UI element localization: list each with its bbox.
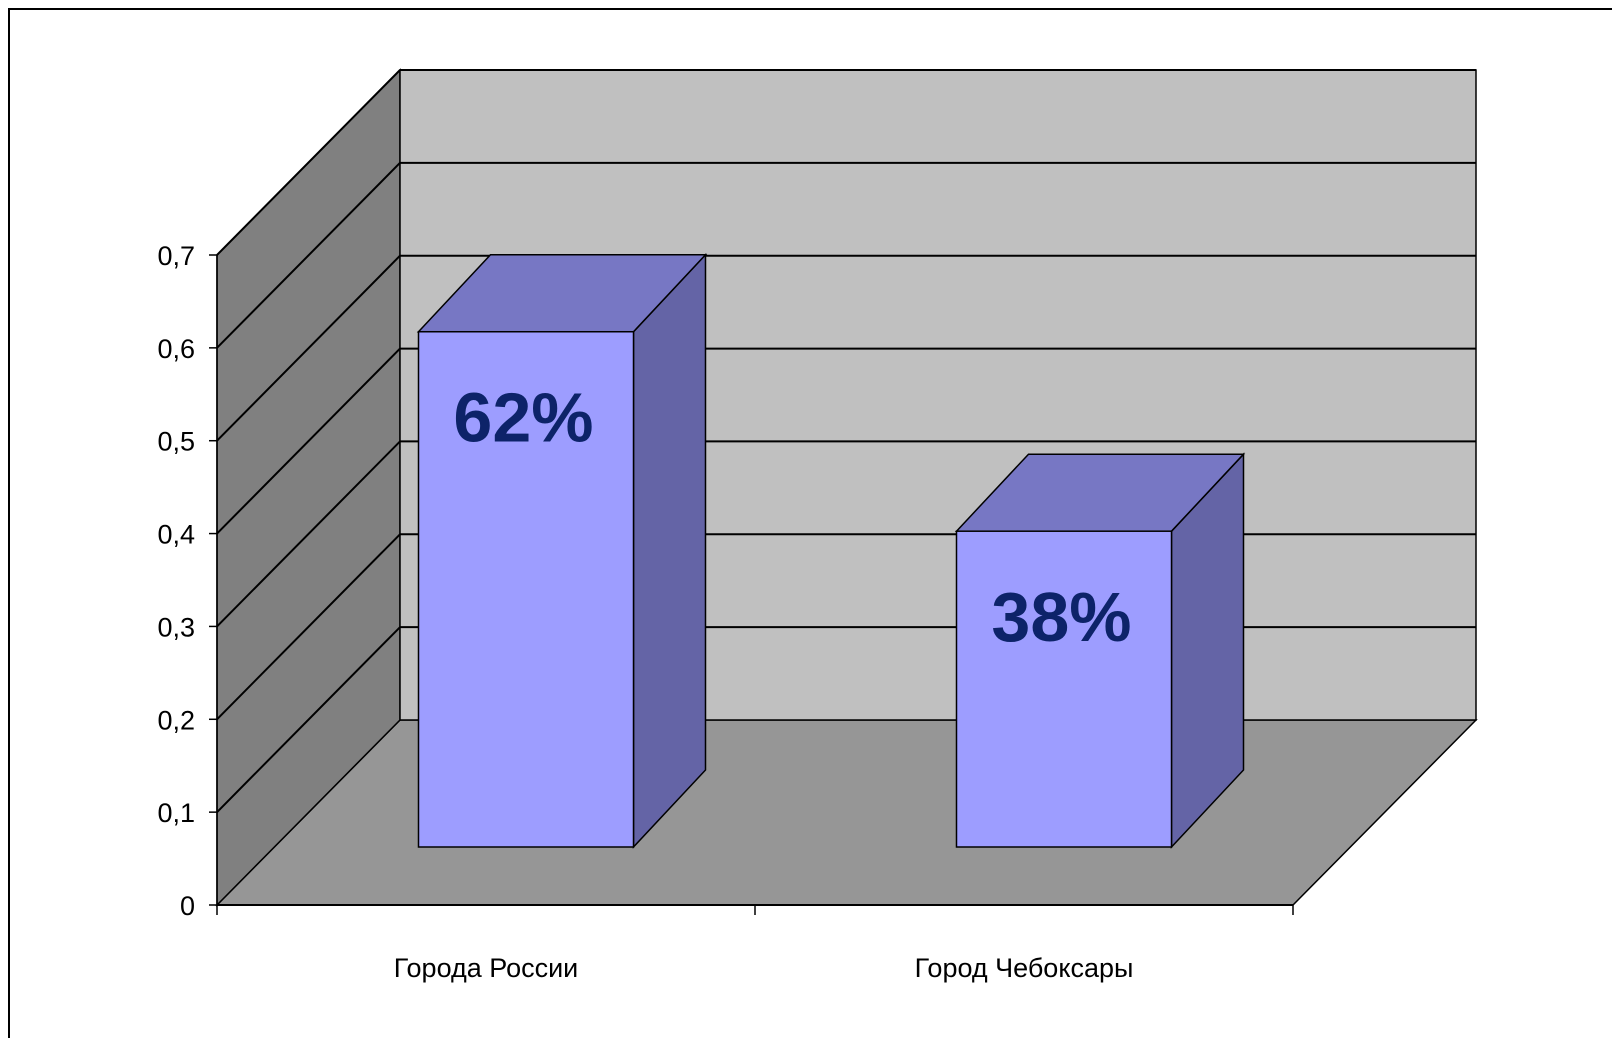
bar-side	[632, 252, 707, 849]
y-tick-label: 0,7	[157, 241, 195, 271]
x-category-label: Города России	[394, 953, 579, 983]
y-tick-label: 0,6	[157, 334, 195, 364]
data-label: 38%	[991, 578, 1131, 656]
bar	[955, 530, 1173, 848]
y-tick-label: 0,3	[157, 612, 195, 642]
gridline-side	[216, 626, 401, 813]
gridline-side	[216, 69, 401, 256]
chart-floor	[215, 719, 1478, 906]
y-tick-label: 0	[180, 891, 195, 921]
x-category-label: Город Чебоксары	[915, 953, 1134, 983]
gridline-side	[216, 347, 401, 535]
data-label: 62%	[453, 379, 593, 457]
y-tick-label: 0,1	[157, 798, 195, 828]
gridline-side	[216, 255, 401, 442]
y-tick-label: 0,5	[157, 427, 195, 457]
gridline-side	[216, 440, 401, 628]
y-tick-label: 0,4	[157, 520, 195, 550]
y-tick-label: 0,2	[157, 705, 195, 735]
bar	[417, 330, 635, 848]
gridline-side	[216, 162, 401, 349]
chart-frame	[8, 8, 1612, 1038]
gridline-side	[216, 533, 401, 720]
